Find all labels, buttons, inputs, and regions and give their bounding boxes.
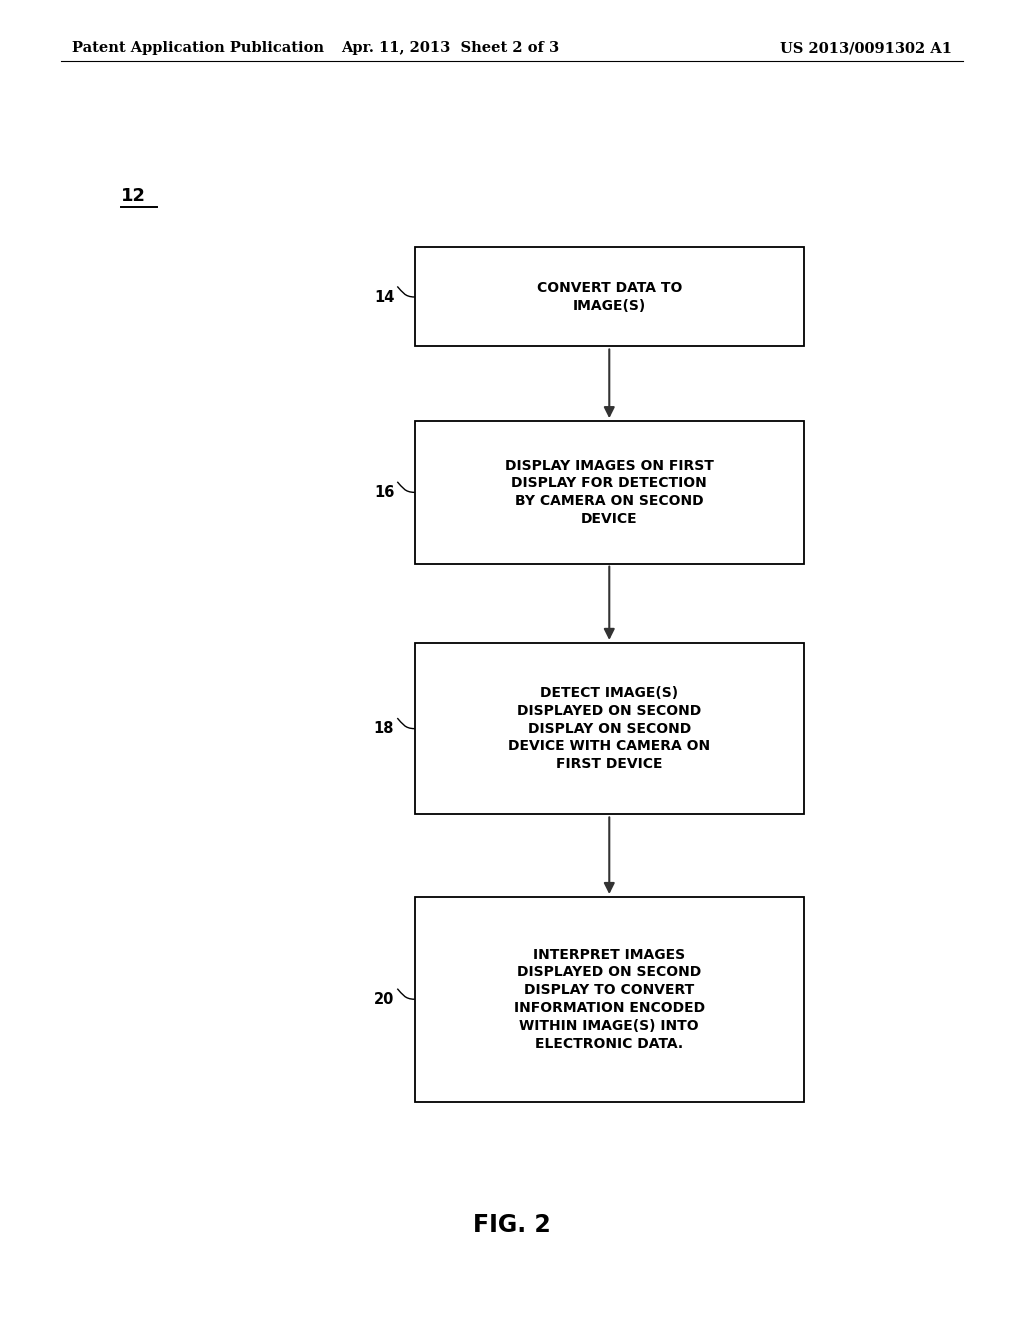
Bar	[415, 421, 804, 564]
Text: DISPLAY IMAGES ON FIRST
DISPLAY FOR DETECTION
BY CAMERA ON SECOND
DEVICE: DISPLAY IMAGES ON FIRST DISPLAY FOR DETE…	[505, 458, 714, 527]
Text: US 2013/0091302 A1: US 2013/0091302 A1	[780, 41, 952, 55]
Bar	[415, 898, 804, 1101]
Text: 12: 12	[121, 186, 145, 205]
Text: DETECT IMAGE(S)
DISPLAYED ON SECOND
DISPLAY ON SECOND
DEVICE WITH CAMERA ON
FIRS: DETECT IMAGE(S) DISPLAYED ON SECOND DISP…	[508, 686, 711, 771]
Text: Patent Application Publication: Patent Application Publication	[72, 41, 324, 55]
Text: FIG. 2: FIG. 2	[473, 1213, 551, 1237]
Text: 14: 14	[374, 289, 394, 305]
Bar	[415, 248, 804, 346]
Text: Apr. 11, 2013  Sheet 2 of 3: Apr. 11, 2013 Sheet 2 of 3	[341, 41, 560, 55]
Text: INTERPRET IMAGES
DISPLAYED ON SECOND
DISPLAY TO CONVERT
INFORMATION ENCODED
WITH: INTERPRET IMAGES DISPLAYED ON SECOND DIS…	[514, 948, 705, 1051]
Text: CONVERT DATA TO
IMAGE(S): CONVERT DATA TO IMAGE(S)	[537, 281, 682, 313]
Text: 18: 18	[374, 721, 394, 737]
Text: 20: 20	[374, 991, 394, 1007]
Bar	[415, 643, 804, 814]
Text: 16: 16	[374, 484, 394, 500]
